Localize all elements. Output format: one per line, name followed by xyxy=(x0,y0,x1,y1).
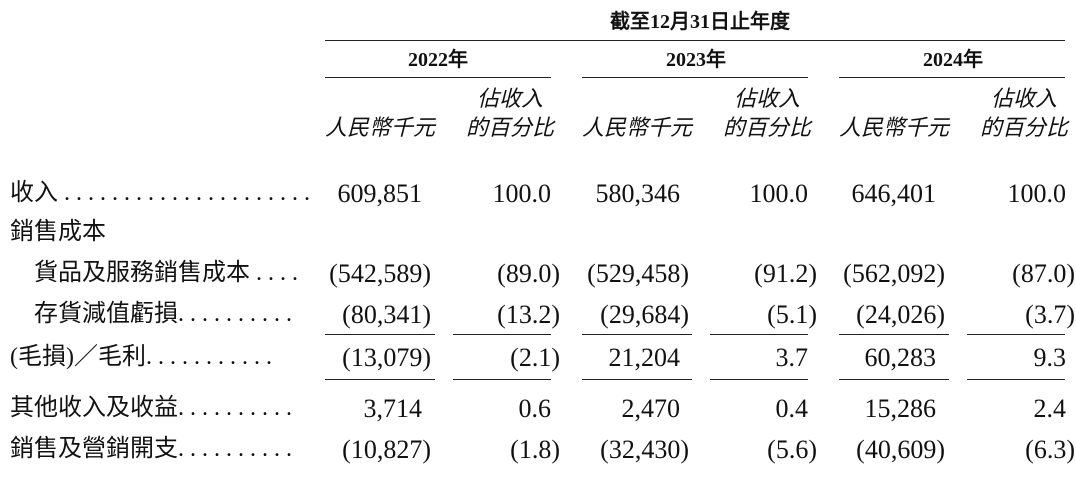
total-rule-2024-pct xyxy=(967,379,1065,380)
cell-impairment-2024-amount: (24,026) xyxy=(856,300,945,329)
year-rule-2024 xyxy=(839,77,1065,78)
cell-selling-2023-amount: (32,430) xyxy=(600,435,689,464)
unit-pct-line2-2022: 的百分比 xyxy=(465,115,554,140)
subtotal-rule-2023-amount xyxy=(582,334,692,335)
cell-selling-2024-amount: (40,609) xyxy=(856,435,945,464)
total-rule-2022-amount xyxy=(325,379,435,380)
cell-cogs-2024-amount: (562,092) xyxy=(843,259,945,288)
cell-other-income-2023-amount: 2,470 xyxy=(621,394,681,423)
cell-selling-2022-pct: (1.8) xyxy=(510,435,560,464)
period-header: 截至12月31日止年度 xyxy=(610,11,790,33)
row-label-cost-goods-services: 貨品及服務銷售成本 . . . . xyxy=(34,260,298,286)
unit-pct-line2-2024: 的百分比 xyxy=(979,115,1068,140)
cell-cogs-2023-pct: (91.2) xyxy=(754,259,817,288)
subtotal-rule-2023-pct xyxy=(710,334,808,335)
subtotal-rule-2024-amount xyxy=(839,334,949,335)
cell-gross-2022-amount: (13,079) xyxy=(342,343,431,372)
cell-selling-2024-pct: (6.3) xyxy=(1025,435,1075,464)
cell-selling-2022-amount: (10,827) xyxy=(342,435,431,464)
total-rule-2023-pct xyxy=(710,379,808,380)
row-label-other-income: 其他收入及收益. . . . . . . . . . xyxy=(10,395,292,421)
unit-pct-line1-2023: 佔收入 xyxy=(733,86,800,111)
cell-revenue-2022-pct: 100.0 xyxy=(492,179,552,208)
cell-impairment-2022-amount: (80,341) xyxy=(342,300,431,329)
row-label-selling-expenses: 銷售及營銷開支. . . . . . . . . . xyxy=(10,436,292,462)
year-header-2022: 2022年 xyxy=(408,49,468,71)
cell-gross-2022-pct: (2.1) xyxy=(510,343,560,372)
cell-cogs-2024-pct: (87.0) xyxy=(1012,259,1075,288)
cell-revenue-2023-amount: 580,346 xyxy=(595,179,681,208)
cell-gross-2023-pct: 3.7 xyxy=(775,343,809,372)
subtotal-rule-2022-amount xyxy=(325,334,435,335)
total-rule-2024-amount xyxy=(839,379,949,380)
unit-pct-line2-2023: 的百分比 xyxy=(722,115,811,140)
unit-amount-2024: 人民幣千元 xyxy=(839,115,950,140)
cell-impairment-2023-pct: (5.1) xyxy=(767,300,817,329)
cell-other-income-2023-pct: 0.4 xyxy=(775,394,809,423)
unit-pct-line1-2022: 佔收入 xyxy=(476,86,543,111)
year-header-2024: 2024年 xyxy=(923,49,983,71)
cell-other-income-2022-pct: 0.6 xyxy=(518,394,552,423)
cell-other-income-2024-amount: 15,286 xyxy=(864,394,937,423)
cell-revenue-2023-pct: 100.0 xyxy=(749,179,809,208)
unit-pct-line1-2024: 佔收入 xyxy=(990,86,1057,111)
subtotal-rule-2024-pct xyxy=(967,334,1065,335)
row-label-revenue: 收入 . . . . . . . . . . . . . . . . . . .… xyxy=(10,180,310,206)
cell-revenue-2024-amount: 646,401 xyxy=(851,179,937,208)
cell-cogs-2022-amount: (542,589) xyxy=(329,259,431,288)
subtotal-rule-2022-pct xyxy=(453,334,551,335)
year-rule-2023 xyxy=(582,77,808,78)
period-rule xyxy=(325,40,1065,41)
cell-gross-2023-amount: 21,204 xyxy=(608,343,681,372)
cell-other-income-2022-amount: 3,714 xyxy=(363,394,423,423)
cell-selling-2023-pct: (5.6) xyxy=(767,435,817,464)
cell-impairment-2023-amount: (29,684) xyxy=(600,300,689,329)
row-label-inventory-impairment: 存貨減值虧損. . . . . . . . . . xyxy=(34,301,292,327)
cell-other-income-2024-pct: 2.4 xyxy=(1033,394,1067,423)
row-label-gross-profit: (毛損)／毛利. . . . . . . . . . . xyxy=(10,344,272,370)
cell-impairment-2022-pct: (13.2) xyxy=(497,300,560,329)
total-rule-2022-pct xyxy=(453,379,551,380)
cell-gross-2024-amount: 60,283 xyxy=(864,343,937,372)
cell-impairment-2024-pct: (3.7) xyxy=(1025,300,1075,329)
cell-revenue-2024-pct: 100.0 xyxy=(1007,179,1067,208)
year-rule-2022 xyxy=(325,77,551,78)
cell-revenue-2022-amount: 609,851 xyxy=(337,179,423,208)
total-rule-2023-amount xyxy=(582,379,692,380)
cell-cogs-2022-pct: (89.0) xyxy=(497,259,560,288)
cell-gross-2024-pct: 9.3 xyxy=(1033,343,1067,372)
row-label-cost-of-sales: 銷售成本 xyxy=(10,219,106,245)
cell-cogs-2023-amount: (529,458) xyxy=(587,259,689,288)
year-header-2023: 2023年 xyxy=(666,49,726,71)
unit-amount-2023: 人民幣千元 xyxy=(582,115,693,140)
unit-amount-2022: 人民幣千元 xyxy=(325,115,436,140)
